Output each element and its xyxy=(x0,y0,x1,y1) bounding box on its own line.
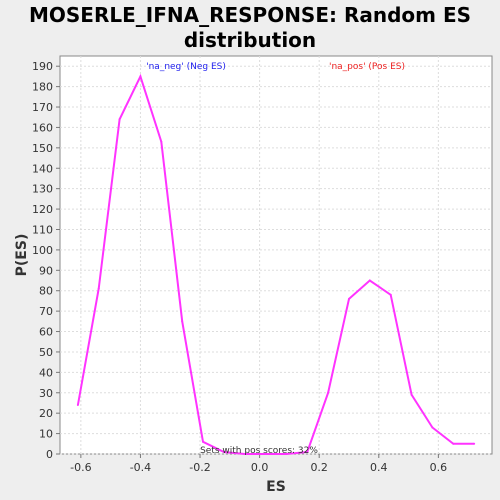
x-tick-label: 0.4 xyxy=(370,461,388,474)
data-point xyxy=(97,287,100,290)
data-point xyxy=(264,453,267,455)
y-axis-label: P(ES) xyxy=(14,234,30,277)
data-point xyxy=(181,320,184,323)
y-tick-label: 0 xyxy=(46,448,53,461)
data-point xyxy=(431,426,434,429)
axes: -0.6 -0.4 -0.2 0.0 0.2 0.4 0.6 0 10 20 30 40 50 60 70 8… xyxy=(32,60,447,474)
x-tick-label: 0.6 xyxy=(430,461,448,474)
series-layer xyxy=(76,73,476,455)
chart-title-line-2: distribution xyxy=(184,28,316,52)
plot-area xyxy=(59,55,493,455)
data-point xyxy=(243,453,246,455)
data-point xyxy=(410,393,413,396)
data-point xyxy=(306,450,309,453)
y-tick-label: 100 xyxy=(32,244,53,257)
y-tick-label: 30 xyxy=(39,387,53,400)
grid xyxy=(60,56,492,455)
y-tick-label: 80 xyxy=(39,285,53,298)
annotation-footer: Sets with pos scores: 32% xyxy=(200,446,318,456)
y-tick-label: 120 xyxy=(32,203,53,216)
data-point xyxy=(347,297,350,300)
y-tick-label: 140 xyxy=(32,162,53,175)
data-point xyxy=(118,118,121,121)
chart-title-line-1: MOSERLE_IFNA_RESPONSE: Random ES xyxy=(29,3,471,27)
y-tick-label: 130 xyxy=(32,183,53,196)
x-tick-label: 0.2 xyxy=(310,461,328,474)
data-point xyxy=(222,450,225,453)
data-point xyxy=(76,404,79,407)
y-tick-label: 150 xyxy=(32,142,53,155)
x-tick-label: 0.0 xyxy=(251,461,269,474)
annotation-pos: 'na_pos' (Pos ES) xyxy=(329,62,405,72)
y-tick-label: 170 xyxy=(32,101,53,114)
y-tick-label: 50 xyxy=(39,346,53,359)
series-line xyxy=(76,73,475,455)
y-tick-label: 110 xyxy=(32,223,53,236)
y-tick-label: 60 xyxy=(39,326,53,339)
data-point xyxy=(285,453,288,455)
y-tick-label: 90 xyxy=(39,264,53,277)
data-point xyxy=(473,442,476,445)
data-point xyxy=(327,391,330,394)
y-tick-label: 190 xyxy=(32,60,53,73)
x-tick-label: -0.2 xyxy=(189,461,210,474)
data-point xyxy=(202,440,205,443)
data-point xyxy=(160,140,163,143)
y-tick-label: 20 xyxy=(39,407,53,420)
data-point xyxy=(368,279,371,282)
data-point xyxy=(389,293,392,296)
x-axis-label: ES xyxy=(266,479,286,495)
data-point xyxy=(139,75,142,78)
y-tick-label: 10 xyxy=(39,428,53,441)
annotation-neg: 'na_neg' (Neg ES) xyxy=(146,62,226,72)
y-tick-label: 160 xyxy=(32,121,53,134)
y-tick-label: 180 xyxy=(32,81,53,94)
x-tick-label: -0.6 xyxy=(70,461,91,474)
x-tick-label: -0.4 xyxy=(130,461,151,474)
y-tick-label: 40 xyxy=(39,366,53,379)
y-tick-label: 70 xyxy=(39,305,53,318)
data-point xyxy=(452,442,455,445)
